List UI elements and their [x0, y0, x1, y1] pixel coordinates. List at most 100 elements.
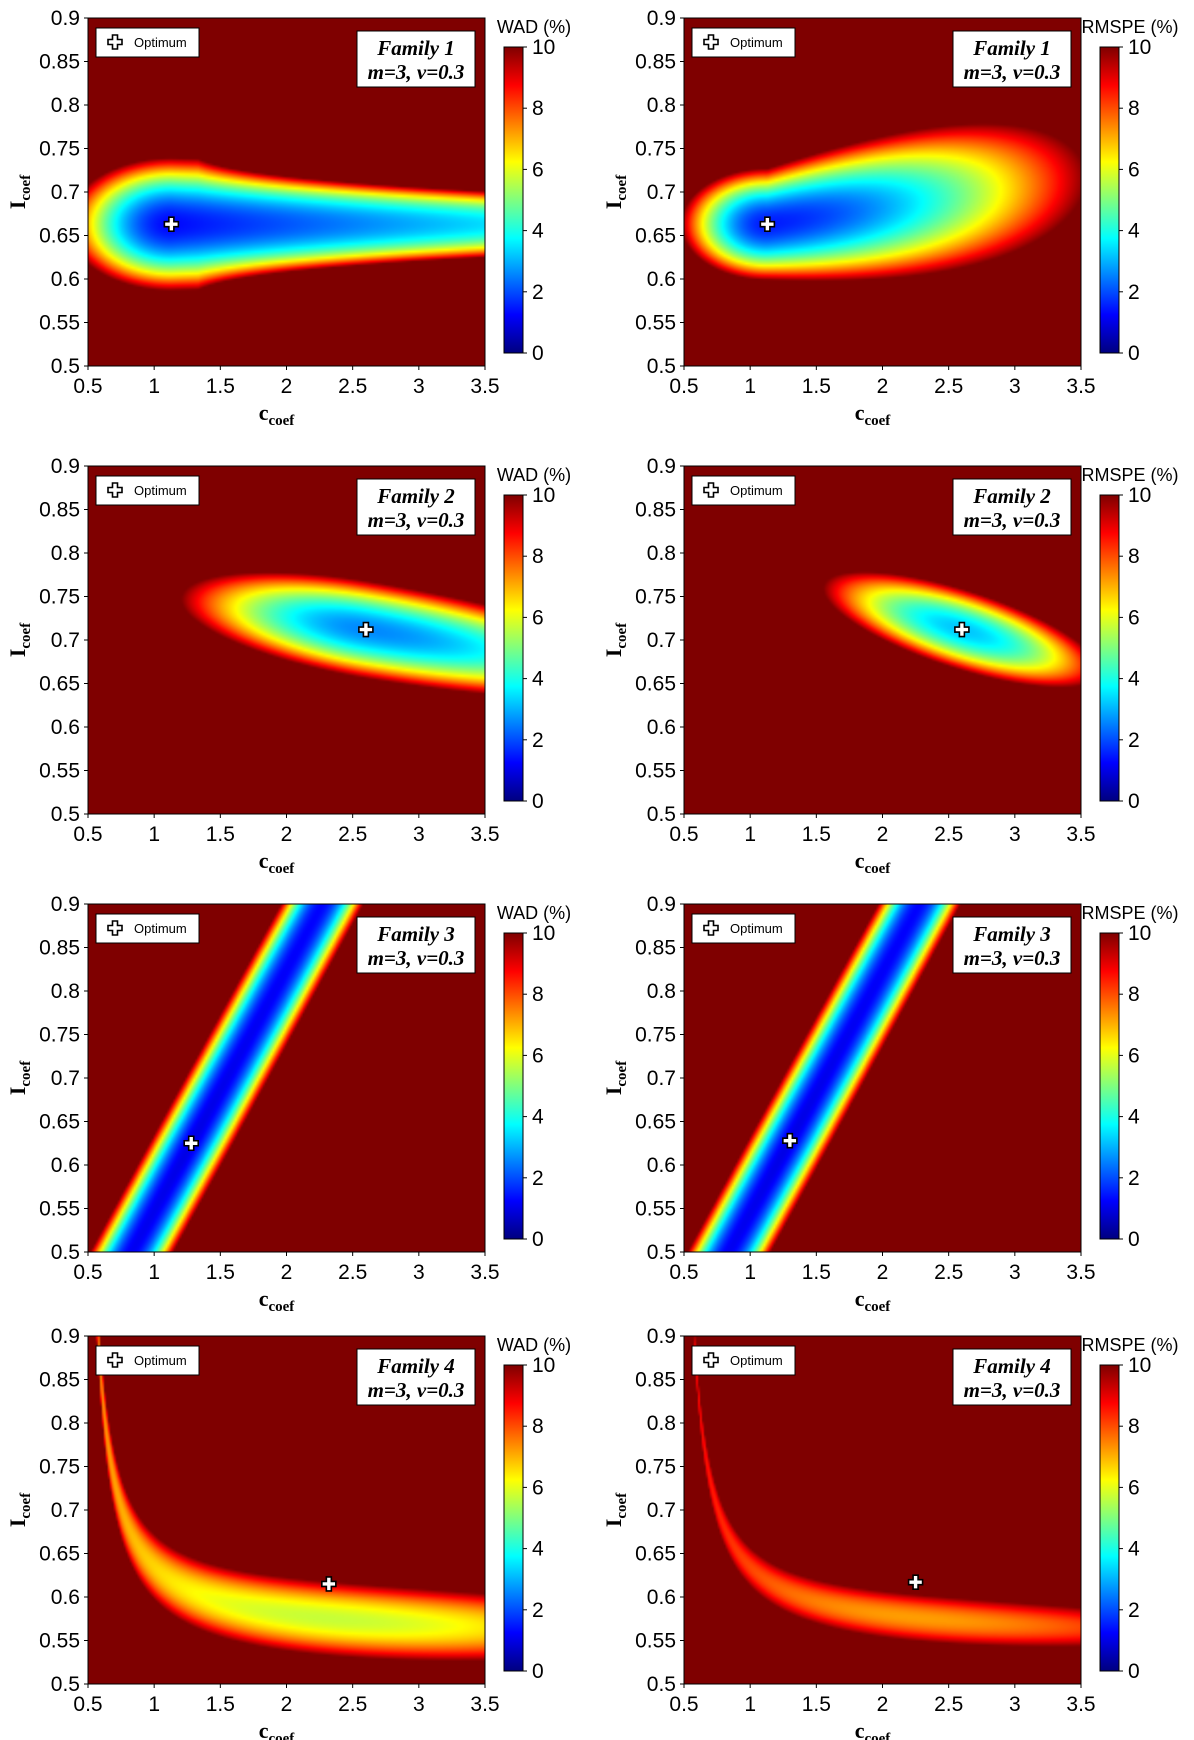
y-tick-label: 0.6 [51, 1154, 80, 1177]
x-axis-label: ccoef [259, 1286, 296, 1315]
family-params: m=3, v=0.3 [964, 946, 1061, 970]
y-axis-label-sub: coef [18, 1060, 34, 1087]
x-tick-label: 1.5 [802, 1261, 831, 1284]
colorbar-tick-label: 2 [532, 281, 544, 304]
colorbar-tick-label: 10 [1128, 484, 1151, 507]
x-tick-label: 2 [281, 1693, 293, 1716]
y-axis-label-sub: coef [614, 1492, 630, 1519]
x-axis-label: ccoef [259, 848, 296, 877]
y-axis-label: Icoef [601, 622, 630, 657]
legend: Optimum [95, 913, 200, 944]
family-params: m=3, v=0.3 [368, 60, 465, 84]
optimum-marker-icon [107, 34, 123, 50]
colorbar-tick-label: 4 [532, 1538, 544, 1561]
family-name: Family 3 [972, 922, 1051, 946]
colorbar-tick-label: 8 [1128, 97, 1140, 120]
x-tick-label: 0.5 [73, 1693, 102, 1716]
y-tick-label: 0.6 [647, 1586, 676, 1609]
colorbar-tick-label: 0 [532, 1228, 544, 1251]
x-tick-label: 1 [744, 375, 756, 398]
y-tick-label: 0.75 [635, 586, 676, 609]
y-axis-label-sub: coef [614, 622, 630, 649]
optimum-point [321, 1576, 337, 1592]
x-tick-label: 3 [1009, 823, 1021, 846]
x-tick-label: 1 [744, 1261, 756, 1284]
x-tick-label: 3 [413, 823, 425, 846]
colorbar [503, 494, 524, 802]
colorbar-tick-label: 8 [532, 1415, 544, 1438]
colorbar-tick-label: 8 [532, 983, 544, 1006]
colorbar-tick-label: 0 [1128, 1660, 1140, 1683]
colorbar [1099, 46, 1120, 354]
y-tick-label: 0.65 [635, 225, 676, 248]
colorbar-tick-label: 4 [532, 220, 544, 243]
y-tick-label: 0.6 [51, 268, 80, 291]
y-axis-label-main: I [5, 649, 30, 658]
y-tick-label: 0.9 [647, 7, 676, 30]
y-tick-label: 0.7 [647, 181, 676, 204]
y-tick-label: 0.8 [647, 542, 676, 565]
chart-panel: 0.5 1 1.5 2 2.5 3 3.5 0.5 0.55 0.6 0.65 0.7 0.75 0.8 0… [601, 893, 1179, 1315]
x-tick-label: 3 [413, 1261, 425, 1284]
family-params: m=3, v=0.3 [964, 60, 1061, 84]
optimum-marker-icon [107, 920, 123, 936]
x-axis-label-sub: coef [864, 1731, 891, 1740]
x-axis-label: ccoef [855, 400, 892, 429]
family-box [952, 1348, 1072, 1406]
optimum-marker-icon [107, 482, 123, 498]
y-tick-label: 0.75 [39, 586, 80, 609]
y-axis-label: Icoef [5, 1060, 34, 1095]
x-tick-label: 3.5 [470, 375, 499, 398]
y-axis-label-sub: coef [18, 174, 34, 201]
y-axis-label: Icoef [601, 174, 630, 209]
family-annotation: Family 1m=3, v=0.3 [356, 30, 476, 88]
x-tick-label: 2.5 [338, 823, 367, 846]
colorbar-tick-label: 8 [532, 97, 544, 120]
colorbar-tick-label: 0 [1128, 342, 1140, 365]
legend: Optimum [691, 1345, 796, 1376]
y-axis-label-sub: coef [614, 174, 630, 201]
colorbar [503, 46, 524, 354]
x-tick-label: 2 [281, 375, 293, 398]
y-tick-label: 0.7 [647, 629, 676, 652]
colorbar-tick-label: 8 [1128, 983, 1140, 1006]
y-axis-label: Icoef [5, 622, 34, 657]
y-axis-label-sub: coef [18, 1492, 34, 1519]
y-tick-label: 0.5 [647, 1673, 676, 1696]
colorbar [1099, 494, 1120, 802]
y-tick-label: 0.7 [647, 1499, 676, 1522]
y-tick-label: 0.5 [51, 1673, 80, 1696]
colorbar-title: WAD (%) [497, 17, 571, 37]
colorbar-title: WAD (%) [497, 903, 571, 923]
y-axis-label-main: I [5, 1519, 30, 1528]
x-tick-label: 1.5 [802, 1693, 831, 1716]
chart-panel: 0.5 1 1.5 2 2.5 3 3.5 0.5 0.55 0.6 0.65 0.7 0.75 0.8 0… [5, 455, 571, 877]
y-tick-label: 0.55 [635, 760, 676, 783]
x-tick-label: 3.5 [1066, 375, 1095, 398]
colorbar-tick-label: 2 [1128, 729, 1140, 752]
x-tick-label: 1.5 [206, 823, 235, 846]
y-tick-label: 0.75 [635, 138, 676, 161]
legend-label: Optimum [134, 35, 187, 50]
optimum-marker-icon [703, 34, 719, 50]
colorbar-tick-label: 4 [1128, 668, 1140, 691]
colorbar-title: RMSPE (%) [1081, 465, 1178, 485]
colorbar-tick-label: 10 [532, 484, 555, 507]
y-tick-label: 0.65 [39, 1111, 80, 1134]
x-tick-label: 1 [148, 1693, 160, 1716]
y-tick-label: 0.7 [51, 1499, 80, 1522]
colorbar-tick-label: 6 [532, 1476, 544, 1499]
colorbar-tick-label: 0 [1128, 1228, 1140, 1251]
colorbar-title: WAD (%) [497, 1335, 571, 1355]
colorbar-tick-label: 4 [532, 1106, 544, 1129]
x-tick-label: 2 [281, 823, 293, 846]
x-tick-label: 3.5 [1066, 1261, 1095, 1284]
family-annotation: Family 2m=3, v=0.3 [952, 478, 1072, 536]
y-tick-label: 0.7 [51, 181, 80, 204]
family-box [356, 916, 476, 974]
x-tick-label: 1.5 [802, 823, 831, 846]
x-tick-label: 3.5 [1066, 823, 1095, 846]
colorbar-tick-label: 10 [1128, 36, 1151, 59]
colorbar-title: WAD (%) [497, 465, 571, 485]
